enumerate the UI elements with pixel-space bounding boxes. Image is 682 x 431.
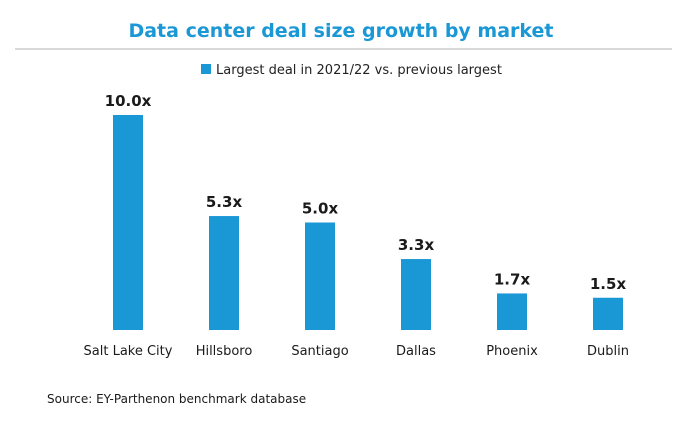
legend-swatch bbox=[201, 64, 211, 74]
category-label: Salt Lake City bbox=[84, 344, 173, 359]
category-label: Dallas bbox=[396, 344, 436, 359]
category-label: Hillsboro bbox=[196, 344, 253, 359]
bar-salt-lake-city bbox=[113, 115, 143, 330]
legend-label: Largest deal in 2021/22 vs. previous lar… bbox=[216, 63, 502, 78]
bars-group bbox=[113, 115, 623, 330]
legend: Largest deal in 2021/22 vs. previous lar… bbox=[201, 63, 502, 78]
data-label: 3.3x bbox=[398, 236, 435, 254]
category-label: Phoenix bbox=[486, 344, 538, 359]
bar-dallas bbox=[401, 259, 431, 330]
bar-phoenix bbox=[497, 293, 527, 330]
source-note: Source: EY-Parthenon benchmark database bbox=[47, 392, 306, 406]
category-label: Dublin bbox=[587, 344, 629, 359]
data-label: 5.3x bbox=[206, 193, 243, 211]
data-label: 5.0x bbox=[302, 200, 339, 218]
data-label: 10.0x bbox=[105, 92, 152, 110]
category-labels-group: Salt Lake City Hillsboro Santiago Dallas Pho… bbox=[84, 344, 629, 359]
bar-dublin bbox=[593, 297, 623, 330]
data-label: 1.5x bbox=[590, 275, 627, 293]
chart-title: Data center deal size growth by market bbox=[128, 20, 553, 42]
category-label: Santiago bbox=[291, 344, 348, 359]
bar-hillsboro bbox=[209, 216, 239, 330]
data-label: 1.7x bbox=[494, 270, 531, 288]
value-labels-group: 10.0x 5.3x 5.0x 3.3x 1.7x 1.5x bbox=[105, 92, 627, 293]
bar-santiago bbox=[305, 222, 335, 330]
